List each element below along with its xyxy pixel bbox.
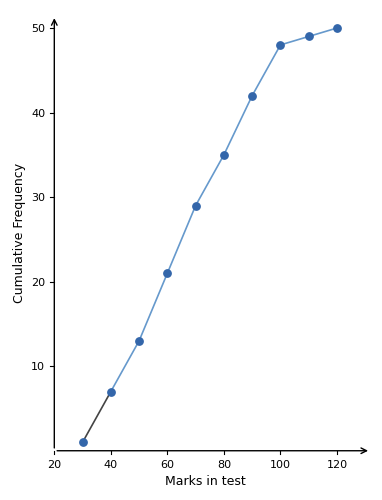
Y-axis label: Cumulative Frequency: Cumulative Frequency xyxy=(13,163,26,303)
Point xyxy=(249,92,255,100)
Point xyxy=(79,438,86,446)
Point xyxy=(164,269,170,277)
Point xyxy=(334,24,340,32)
Point xyxy=(193,202,199,209)
Point xyxy=(221,151,227,159)
Point xyxy=(306,32,312,40)
Point xyxy=(277,41,283,49)
Point xyxy=(108,388,114,396)
X-axis label: Marks in test: Marks in test xyxy=(165,476,246,488)
Point xyxy=(136,337,142,345)
